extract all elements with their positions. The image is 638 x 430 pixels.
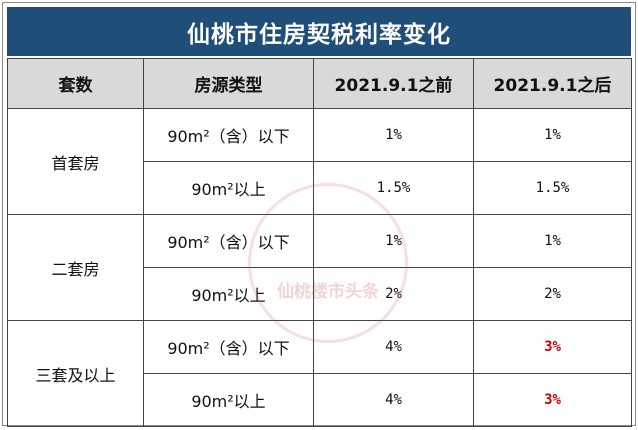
rate-cell: 4% <box>313 320 474 374</box>
header-cell: 房源类型 <box>143 58 314 109</box>
type-cell: 90m²（含）以下 <box>143 214 314 268</box>
header-cell: 2021.9.1之后 <box>473 58 632 109</box>
tax-table: 套数 房源类型 2021.9.1之前 2021.9.1之后 首套房 90m²（含）以下 1… <box>7 58 632 427</box>
table-row: 90m²以上 1.5% 1.5% <box>8 161 632 215</box>
table-row: 首套房 90m²（含）以下 1% 1% <box>7 108 632 215</box>
group-cell: 首套房 <box>7 108 144 215</box>
table-title: 仙桃市住房契税利率变化 <box>7 7 631 56</box>
rate-cell: 1% <box>473 214 632 268</box>
rate-cell: 1.5% <box>313 161 474 215</box>
header-row: 套数 房源类型 2021.9.1之前 2021.9.1之后 <box>7 58 632 109</box>
type-cell: 90m²（含）以下 <box>143 320 314 374</box>
group-cell: 三套及以上 <box>7 320 144 427</box>
rate-cell: 3% <box>473 320 632 374</box>
rate-cell: 2% <box>313 267 474 321</box>
type-cell: 90m²以上 <box>143 373 314 427</box>
rate-cell: 1% <box>313 108 474 162</box>
type-cell: 90m²（含）以下 <box>143 108 314 162</box>
rate-cell: 1% <box>473 108 632 162</box>
rate-cell: 4% <box>313 373 474 427</box>
table-body: 首套房 90m²（含）以下 1% 1% 90m²以上 1.5% 1.5% 二套房 90m²（含）… <box>7 108 632 427</box>
header-cell: 套数 <box>7 58 144 109</box>
rate-cell: 1% <box>313 214 474 268</box>
rate-cell: 3% <box>473 373 632 427</box>
group-cell: 二套房 <box>7 214 144 321</box>
table-row: 三套及以上 90m²（含）以下 4% 3% <box>7 320 632 427</box>
table-row: 二套房 90m²（含）以下 1% 1% <box>7 214 632 321</box>
rate-cell: 2% <box>473 267 632 321</box>
header-cell: 2021.9.1之前 <box>313 58 474 109</box>
table-row: 90m²以上 4% 3% <box>8 373 632 427</box>
type-cell: 90m²以上 <box>143 161 314 215</box>
type-cell: 90m²以上 <box>143 267 314 321</box>
table-row: 90m²以上 2% 2% <box>8 267 632 321</box>
rate-cell: 1.5% <box>473 161 632 215</box>
